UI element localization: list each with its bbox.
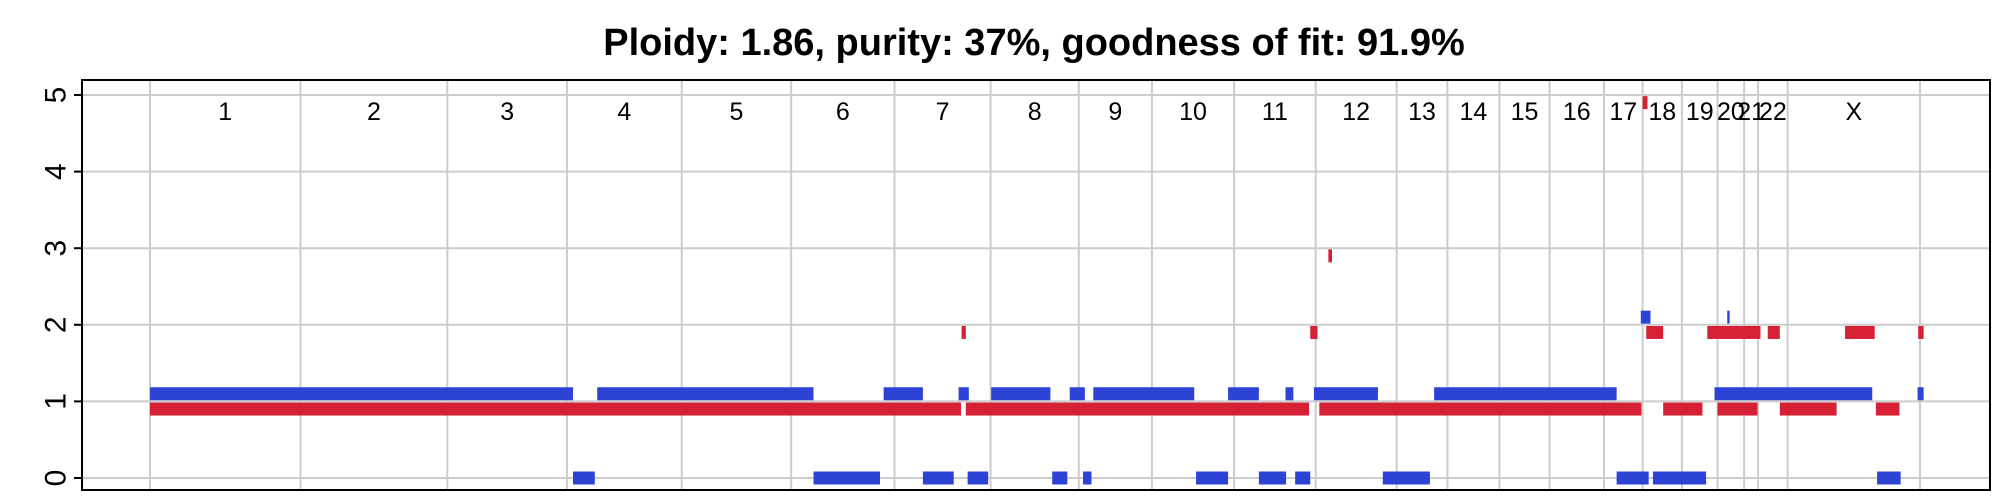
- major-segment-15: [1918, 325, 1924, 339]
- minor-segment-10: [1069, 387, 1085, 401]
- minor-segment-21: [1616, 471, 1649, 485]
- minor-segment-9: [1052, 471, 1068, 485]
- chrom-label-19: 19: [1686, 98, 1714, 126]
- major-segment-12: [1779, 402, 1837, 416]
- chrom-label-5: 5: [730, 98, 744, 126]
- major-segment-0: [150, 402, 961, 416]
- major-segment-7: [1646, 325, 1664, 339]
- minor-segment-20: [1434, 387, 1617, 401]
- chrom-label-17: 17: [1609, 98, 1637, 126]
- chrom-label-2: 2: [367, 98, 381, 126]
- y-tick-label-2: 2: [40, 316, 73, 333]
- minor-segment-26: [1877, 471, 1901, 485]
- major-segment-2: [965, 402, 1310, 416]
- minor-segment-14: [1228, 387, 1259, 401]
- minor-segment-7: [967, 471, 989, 485]
- minor-segment-16: [1285, 387, 1294, 401]
- chrom-label-22: 22: [1759, 98, 1787, 126]
- y-tick-label-0: 0: [40, 470, 73, 487]
- minor-segment-22: [1640, 310, 1651, 324]
- minor-segment-6: [958, 387, 969, 401]
- chrom-label-10: 10: [1179, 98, 1207, 126]
- minor-segment-5: [922, 471, 954, 485]
- minor-segment-19: [1382, 471, 1430, 485]
- chrom-label-11: 11: [1262, 98, 1288, 126]
- chrom-label-14: 14: [1460, 98, 1488, 126]
- chrom-label-12: 12: [1342, 98, 1370, 126]
- minor-segment-2: [597, 387, 814, 401]
- major-segment-6: [1642, 96, 1648, 110]
- chrom-label-13: 13: [1408, 98, 1436, 126]
- chrom-label-1: 1: [218, 98, 232, 126]
- minor-segment-13: [1196, 471, 1229, 485]
- minor-segment-18: [1313, 387, 1378, 401]
- major-segment-1: [961, 325, 966, 339]
- chrom-label-18: 18: [1648, 98, 1676, 126]
- chrom-label-20: 20: [1717, 98, 1745, 126]
- major-segment-9: [1707, 325, 1761, 339]
- major-allele-series: [150, 96, 1924, 416]
- minor-segment-24: [1714, 387, 1873, 401]
- chrom-label-X: X: [1845, 98, 1862, 126]
- chart-title: Ploidy: 1.86, purity: 37%, goodness of f…: [603, 22, 1465, 64]
- minor-segment-25: [1727, 310, 1730, 324]
- major-segment-13: [1845, 325, 1875, 339]
- minor-segment-27: [1917, 387, 1924, 401]
- major-segment-11: [1767, 325, 1780, 339]
- major-segment-5: [1319, 402, 1642, 416]
- chrom-label-6: 6: [836, 98, 850, 126]
- plot-frame: [81, 79, 1991, 491]
- y-tick-label-3: 3: [40, 240, 73, 257]
- major-segment-3: [1310, 325, 1318, 339]
- chrom-label-21: 21: [1737, 98, 1765, 126]
- chrom-label-8: 8: [1028, 98, 1042, 126]
- minor-segment-1: [573, 471, 595, 485]
- minor-segment-15: [1258, 471, 1287, 485]
- major-segment-14: [1875, 402, 1900, 416]
- y-tick-label-1: 1: [40, 393, 73, 410]
- minor-segment-12: [1093, 387, 1195, 401]
- chrom-label-16: 16: [1563, 98, 1591, 126]
- chrom-label-3: 3: [500, 98, 514, 126]
- minor-segment-11: [1083, 471, 1092, 485]
- y-tick-label-5: 5: [40, 87, 73, 104]
- minor-segment-23: [1652, 471, 1707, 485]
- minor-segment-17: [1295, 471, 1311, 485]
- major-segment-8: [1663, 402, 1703, 416]
- major-segment-10: [1717, 402, 1758, 416]
- minor-segment-4: [883, 387, 923, 401]
- y-axis: 0 1 2 3 4 5: [40, 87, 82, 487]
- chrom-label-15: 15: [1511, 98, 1539, 126]
- minor-allele-series: [150, 310, 1924, 485]
- minor-segment-8: [991, 387, 1051, 401]
- minor-segment-0: [150, 387, 574, 401]
- major-segment-4: [1328, 249, 1333, 263]
- chrom-label-7: 7: [936, 98, 950, 126]
- grid-layer: [82, 80, 1990, 490]
- minor-segment-3: [813, 471, 880, 485]
- chrom-label-4: 4: [617, 98, 631, 126]
- chrom-label-9: 9: [1108, 98, 1122, 126]
- y-tick-label-4: 4: [40, 163, 73, 180]
